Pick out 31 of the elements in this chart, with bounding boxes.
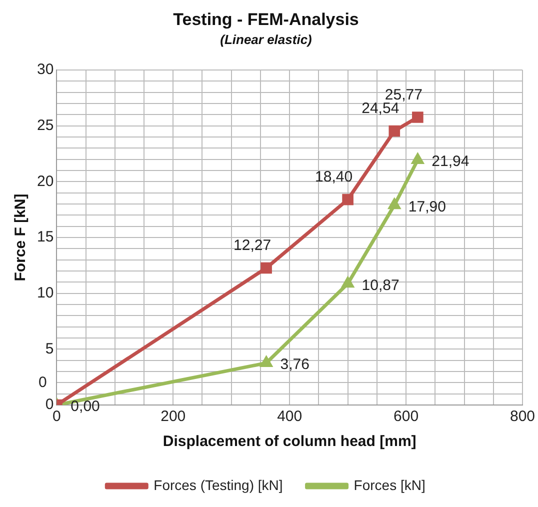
data-label: 12,27	[234, 237, 272, 254]
x-tick-label: 600	[394, 408, 419, 426]
y-tick-label: 0	[45, 396, 54, 414]
data-label: 17,90	[408, 198, 446, 216]
point	[387, 197, 402, 210]
data-label: 0,00	[70, 398, 100, 416]
point	[342, 194, 354, 206]
y-tick-label: 25	[36, 116, 54, 134]
chart-subtitle: (Linear elastic)	[220, 32, 312, 47]
point	[410, 152, 425, 164]
point	[388, 125, 400, 137]
point	[340, 276, 355, 288]
x-tick-label: 200	[160, 408, 186, 426]
x-tick-label: 800	[510, 408, 535, 426]
y-tick-label: 20	[36, 172, 54, 190]
y-tick-label: 15	[36, 228, 54, 246]
point	[412, 112, 424, 123]
x-tick-label: 400	[277, 408, 302, 426]
data-label: 18,40	[315, 168, 353, 186]
point	[259, 355, 274, 368]
y-axis-title: Force F [kN]	[12, 194, 30, 282]
y-tick-label: 30	[36, 61, 54, 78]
data-label: 10,87	[362, 276, 400, 294]
chart-title: Testing - FEM-Analysis	[173, 10, 359, 29]
data-label: 3,76	[280, 356, 310, 374]
legend-label: Forces [kN]	[354, 476, 426, 493]
y-tick-label: 10	[36, 284, 54, 302]
x-axis-title: Displacement of column head [mm]	[162, 433, 416, 450]
data-label: 21,94	[432, 153, 470, 170]
y-tick-label: 5	[45, 340, 54, 358]
legend-label: Forces (Testing) [kN]	[154, 476, 283, 493]
